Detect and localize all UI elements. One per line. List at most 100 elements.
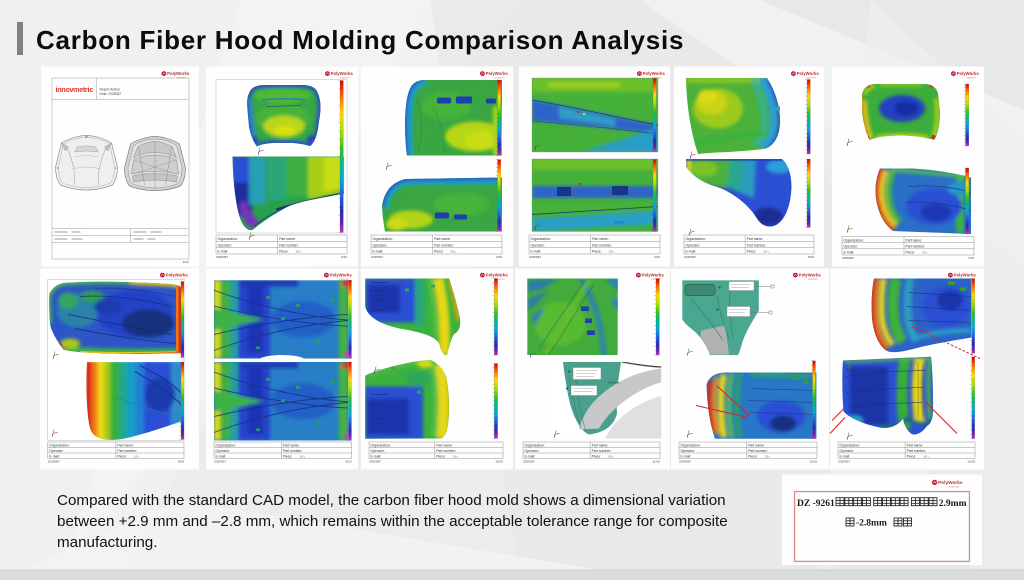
svg-text:11/19: 11/19 (652, 459, 660, 463)
svg-text:Organization:: Organization: (525, 443, 545, 447)
svg-text:2025087: 2025087 (369, 459, 381, 463)
svg-text:Piece:: Piece: (747, 250, 756, 254)
svg-text:Piece:: Piece: (434, 250, 443, 254)
svg-text:PolyWorks: PolyWorks (167, 71, 190, 76)
svg-text:2025087: 2025087 (838, 459, 850, 463)
svg-text:|nspector: |nspector (808, 278, 818, 281)
svg-text:Part name:: Part name: (279, 237, 296, 241)
svg-text:Operator:: Operator: (525, 449, 539, 453)
svg-text:1/9 ₂: 1/9 ₂ (922, 251, 928, 255)
svg-text:1/9 ₂: 1/9 ₂ (609, 250, 615, 254)
svg-text:13/19: 13/19 (967, 459, 975, 463)
svg-text:PolyWorks: PolyWorks (799, 273, 822, 278)
svg-text:|nspector: |nspector (495, 76, 505, 79)
svg-text:|nspector: |nspector (949, 485, 960, 489)
svg-text:Part number:: Part number: (592, 449, 612, 453)
svg-text:PolyWorks: PolyWorks (938, 480, 963, 486)
svg-text:8/19: 8/19 (178, 459, 184, 463)
svg-text:-0.36 mm: -0.36 mm (607, 381, 620, 385)
svg-text:Part number:: Part number: (436, 449, 456, 453)
svg-text:Part name:: Part name: (434, 237, 451, 241)
svg-text:1/9 ₂: 1/9 ₂ (299, 454, 305, 458)
svg-text:Part name:: Part name: (592, 237, 609, 241)
svg-text:Operator:: Operator: (844, 245, 858, 249)
svg-text:Organization:: Organization: (371, 443, 391, 447)
svg-text:4/19: 4/19 (654, 255, 660, 259)
svg-text:E-mail:: E-mail: (525, 454, 536, 458)
svg-text:PolyWorks: PolyWorks (330, 273, 353, 278)
svg-text:innovmetric: innovmetric (56, 85, 94, 94)
svg-text:1/9 ₂: 1/9 ₂ (134, 454, 140, 458)
svg-text:PolyWorks: PolyWorks (643, 71, 666, 76)
svg-text:PolyWorks: PolyWorks (331, 71, 354, 76)
svg-text:PolyWorks: PolyWorks (486, 71, 509, 76)
svg-text:Part number:: Part number: (748, 449, 768, 453)
svg-text:Part name:: Part name: (436, 443, 453, 447)
svg-text:Operator:: Operator: (840, 449, 854, 453)
svg-text:Part name:: Part name: (117, 443, 134, 447)
svg-text:Part name:: Part name: (906, 238, 923, 242)
svg-text:1/9 ₂: 1/9 ₂ (923, 454, 929, 458)
svg-text:2025087: 2025087 (679, 459, 691, 463)
svg-text:2025087: 2025087 (48, 459, 60, 463)
svg-text:Part number:: Part number: (907, 449, 927, 453)
svg-text:Organization:: Organization: (49, 443, 69, 447)
svg-text:DZ -9261: DZ -9261 (797, 499, 835, 509)
svg-text:Part name:: Part name: (283, 443, 300, 447)
svg-text:2025087: 2025087 (216, 255, 228, 259)
svg-text:Part number:: Part number: (434, 243, 454, 247)
svg-text:E-mail:: E-mail: (373, 250, 384, 254)
svg-text:Operator:: Operator: (216, 449, 230, 453)
svg-text:1/9 ₂: 1/9 ₂ (765, 454, 771, 458)
svg-text:Operator:: Operator: (373, 243, 387, 247)
svg-text:E-mail:: E-mail: (844, 251, 855, 255)
svg-text:Operator:: Operator: (49, 449, 63, 453)
svg-text:3/19: 3/19 (496, 255, 502, 259)
svg-text:Organization:: Organization: (686, 237, 706, 241)
svg-text:E-mail:: E-mail: (531, 250, 542, 254)
svg-text:|nspector: |nspector (966, 76, 976, 79)
svg-text:Piece:: Piece: (907, 454, 916, 458)
svg-text:Piece:: Piece: (748, 454, 757, 458)
svg-text:Operator:: Operator: (218, 243, 232, 247)
svg-text:PolyWorks: PolyWorks (954, 273, 977, 278)
svg-text:|nspector: |nspector (495, 278, 505, 281)
svg-text:Piece:: Piece: (117, 454, 126, 458)
svg-text:Piece:: Piece: (592, 454, 601, 458)
svg-text:E-mail:: E-mail: (218, 250, 229, 254)
svg-text:Operator:: Operator: (531, 243, 545, 247)
svg-text:Part name:: Part name: (907, 443, 924, 447)
svg-text:Organization:: Organization: (216, 443, 236, 447)
svg-text:Part number:: Part number: (283, 449, 303, 453)
svg-text:E-mail:: E-mail: (686, 250, 697, 254)
svg-text:Organization:: Organization: (840, 443, 860, 447)
svg-text:2025087: 2025087 (684, 255, 696, 259)
svg-text:Part number:: Part number: (747, 243, 767, 247)
svg-text:Part name:: Part name: (748, 443, 765, 447)
svg-text:Operator:: Operator: (681, 449, 695, 453)
svg-text:Organization:: Organization: (373, 237, 393, 241)
svg-text:PolyWorks: PolyWorks (797, 71, 820, 76)
svg-text:E-mail:: E-mail: (371, 454, 382, 458)
svg-text:2025087: 2025087 (529, 255, 541, 259)
svg-text:PolyWorks: PolyWorks (486, 273, 509, 278)
svg-text:2025087: 2025087 (214, 459, 226, 463)
svg-text:Part number:: Part number: (906, 245, 926, 249)
svg-text:E-mail:: E-mail: (49, 454, 60, 458)
svg-text:1/19: 1/19 (182, 260, 188, 264)
svg-text:Part number:: Part number: (592, 243, 612, 247)
svg-text:5/19: 5/19 (808, 255, 814, 259)
svg-text:Report Author: Report Author (100, 88, 121, 92)
svg-text:7/19: 7/19 (968, 256, 974, 260)
svg-text:Organization:: Organization: (681, 443, 701, 447)
svg-text:Piece:: Piece: (906, 251, 915, 255)
svg-text:|nspector: |nspector (806, 76, 816, 79)
svg-text:Organization:: Organization: (531, 237, 551, 241)
svg-text:E-mail:: E-mail: (840, 454, 851, 458)
svg-text:Part number:: Part number: (279, 243, 299, 247)
svg-text:PolyWorks: PolyWorks (166, 273, 189, 278)
svg-text:1/9 ₂: 1/9 ₂ (763, 250, 769, 254)
svg-text:Operator:: Operator: (371, 449, 385, 453)
svg-text:1/9 ₂: 1/9 ₂ (453, 454, 459, 458)
svg-text:PolyWorks: PolyWorks (957, 71, 980, 76)
